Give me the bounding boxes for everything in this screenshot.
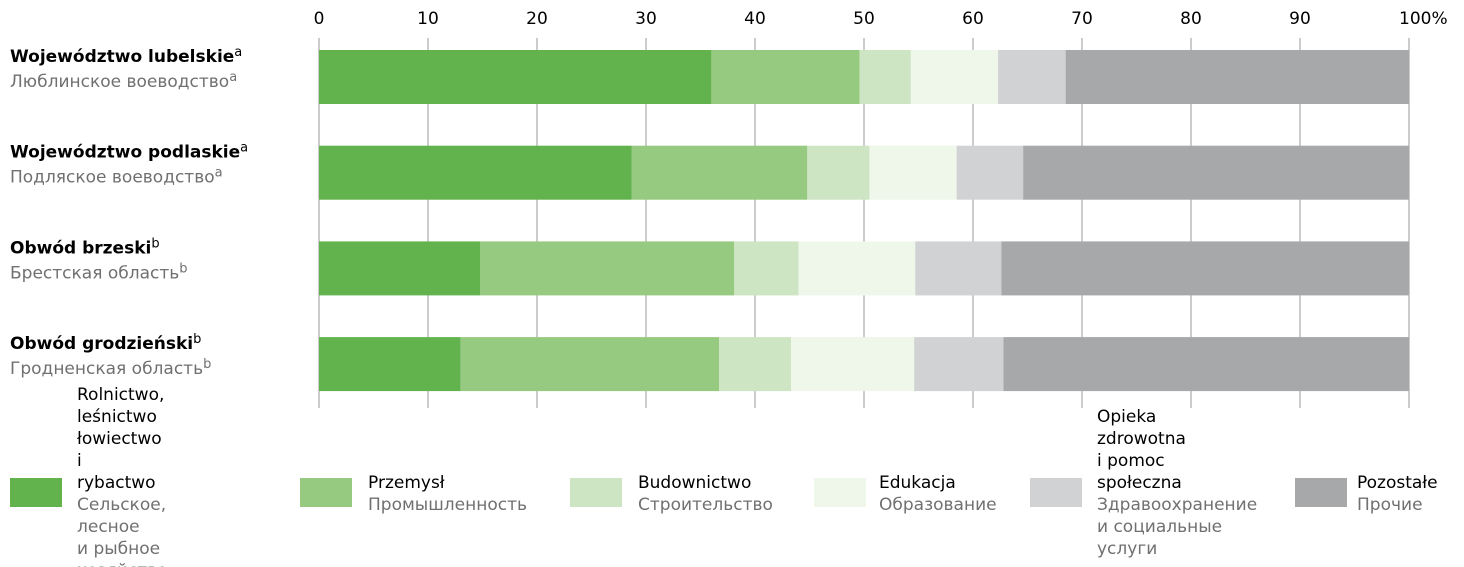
category-label-ru: Гродненская областьb [10, 357, 211, 380]
category-label-ru: Люблинское воеводствоa [10, 70, 237, 93]
legend-label: Budownictwo [638, 473, 752, 493]
category-note: a [240, 140, 248, 155]
legend-label: Przemysł [368, 473, 445, 493]
bar-segment [956, 145, 1024, 200]
bar-segment [480, 241, 735, 296]
category-note: a [229, 70, 237, 85]
bar-segment [711, 50, 860, 104]
category-name: Obwód grodzieński [10, 334, 193, 354]
category-note: b [203, 357, 211, 372]
category-label: Obwód brzeskib [10, 236, 160, 259]
bar-segment [319, 145, 632, 200]
category-name-ru: Гродненская область [10, 359, 203, 379]
bar-segment [859, 50, 911, 104]
x-tick-label: 90 [1289, 9, 1311, 29]
legend-label-ru: Здравоохранение и социальные услуги [1097, 495, 1258, 559]
category-name: Województwo lubelskie [10, 47, 234, 67]
legend-label: Edukacja [879, 473, 956, 493]
bar-segment [798, 241, 916, 296]
x-tick-label: 70 [1071, 9, 1093, 29]
category-label: Województwo podlaskiea [10, 140, 248, 163]
legend-label: Pozostałe [1357, 473, 1438, 493]
legend-label-ru: Строительство [638, 495, 773, 515]
bar-segment [319, 50, 712, 104]
x-tick-label: 0 [314, 9, 325, 29]
legend-label: Rolnictwo, leśnictwo łowiectwo i rybactw… [77, 385, 165, 493]
category-name: Województwo podlaskie [10, 143, 240, 163]
legend-swatch [300, 478, 352, 507]
bar-segment [998, 50, 1066, 104]
x-tick-label: 100% [1399, 9, 1448, 29]
category-note: b [179, 261, 187, 276]
category-note: a [234, 45, 242, 60]
x-tick-label: 60 [962, 9, 984, 29]
legend-swatch [814, 478, 866, 507]
category-label: Obwód grodzieńskib [10, 332, 201, 355]
x-tick-label: 40 [744, 9, 766, 29]
bar-segment [1003, 337, 1409, 392]
bar-segment [1001, 241, 1409, 296]
x-tick-label: 80 [1180, 9, 1202, 29]
bar-segment [631, 145, 808, 200]
x-tick-label: 50 [853, 9, 875, 29]
bar-segment [869, 145, 957, 200]
category-name-ru: Люблинское воеводство [10, 72, 229, 92]
category-label-ru: Подляское воеводствоa [10, 165, 223, 188]
bar-segment [915, 241, 1002, 296]
bar-segment [1065, 50, 1409, 104]
legend-swatch [10, 478, 62, 507]
bar-segment [734, 241, 799, 296]
category-note: b [193, 332, 201, 347]
category-label-ru: Брестская областьb [10, 261, 188, 284]
category-name: Obwód brzeski [10, 238, 151, 258]
bar-segment [910, 50, 999, 104]
category-name-ru: Подляское воеводство [10, 168, 215, 188]
bar-segment [1023, 145, 1409, 200]
legend-label-ru: Образование [879, 495, 997, 515]
x-tick-label: 10 [417, 9, 439, 29]
category-note: b [151, 236, 159, 251]
legend-swatch [570, 478, 622, 507]
legend-label-ru: Сельское, лесное и рыбное хозяйство [77, 495, 167, 567]
bar-segment [460, 337, 720, 392]
x-tick-label: 20 [526, 9, 548, 29]
bar-segment [790, 337, 915, 392]
bar-segment [719, 337, 791, 392]
bar-segment [319, 337, 461, 392]
legend-label: Opieka zdrowotna i pomoc społeczna [1097, 407, 1186, 493]
legend-swatch [1030, 478, 1082, 507]
chart: 0 10 20 30 40 50 60 70 80 90 100% Województwo lubel… [10, 9, 1448, 408]
legend-label-ru: Прочие [1357, 495, 1423, 515]
legend-swatch [1295, 478, 1347, 507]
category-note: a [215, 165, 223, 180]
legend-label-ru: Промышленность [368, 495, 528, 515]
category-label: Województwo lubelskiea [10, 45, 242, 68]
bar-segment [914, 337, 1004, 392]
category-name-ru: Брестская область [10, 263, 179, 283]
bar-segment [319, 241, 481, 296]
x-tick-label: 30 [635, 9, 657, 29]
bar-segment [807, 145, 870, 200]
